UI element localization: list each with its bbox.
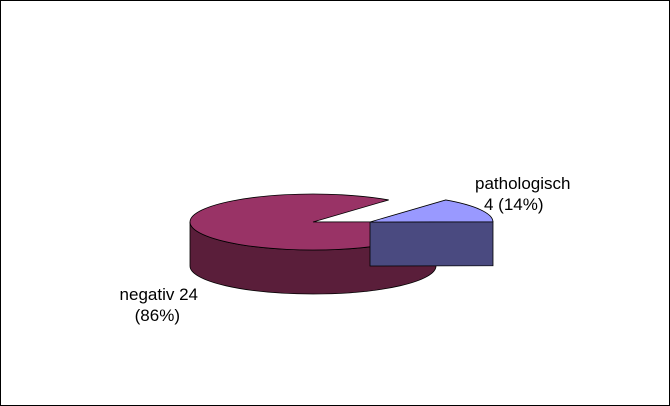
slice-label-pathologisch-line1: pathologisch (475, 174, 571, 193)
slice-label-negativ-line2: (86%) (134, 306, 180, 325)
slice-top-pathologisch (369, 199, 494, 223)
slice-label-pathologisch: pathologisch 4 (14%) (475, 173, 570, 215)
slice-wall-pathologisch (369, 221, 494, 267)
pie-3d (189, 193, 494, 295)
slice-label-negativ: negativ 24 (86%) (88, 284, 198, 326)
slice-label-negativ-line1: negativ 24 (119, 285, 198, 304)
slice-label-pathologisch-line2: 4 (14%) (484, 195, 544, 214)
